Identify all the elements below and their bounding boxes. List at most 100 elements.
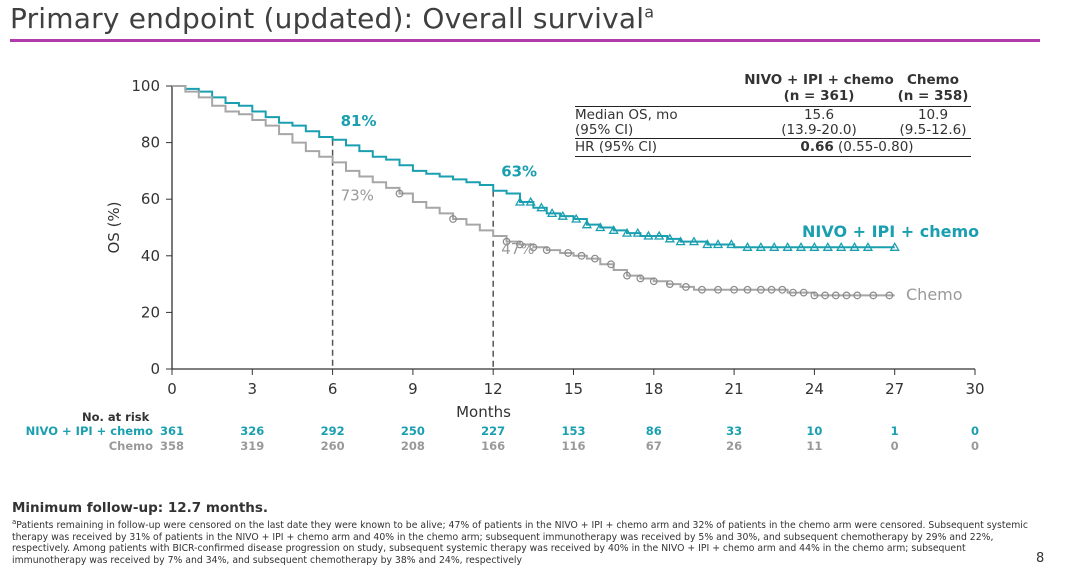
chemo-column-header: Chemo [906, 72, 960, 88]
x-tick-label: 15 [564, 380, 583, 398]
series-label-nivo: NIVO + IPI + chemo [802, 222, 979, 241]
nivo-censor-mark [595, 222, 606, 232]
chemo-censor-mark [665, 280, 674, 289]
nivo-censor-mark [608, 225, 619, 234]
km-survival-chart: 0 20 40 60 80 100 0 3 6 9 12 15 18 21 24 27 30 Months OS (… [105, 77, 985, 421]
nivo-censor-mark [862, 241, 874, 251]
nivo-censor-mark [742, 241, 753, 251]
chart-axes: 0 20 40 60 80 100 0 3 6 9 12 15 18 21 24 27 30 Months OS (… [105, 77, 985, 421]
nivo-censor-mark [769, 241, 780, 251]
chemo-censor-mark [636, 274, 645, 283]
chemo-censor-mark [449, 215, 457, 223]
reference-lines [331, 139, 494, 369]
ci-nivo: (13.9-20.0) [781, 122, 857, 138]
nivo-censor-mark [795, 241, 807, 251]
risk-value: 361 [159, 424, 184, 438]
survival-curves [172, 85, 895, 297]
chemo-censor-mark [842, 291, 851, 300]
nivo-censor-mark [632, 227, 643, 237]
nivo-censor-mark [546, 208, 558, 217]
chemo-censor-mark [714, 285, 722, 294]
chemo-censor-mark [591, 254, 599, 263]
median-os-label: Median OS, mo [575, 107, 678, 123]
chart-annotations: 81% 73% 63% 47% NIVO + IPI + chemo Chemo [341, 112, 980, 304]
x-tick-label: 9 [408, 380, 418, 398]
nivo-censor-mark [702, 239, 713, 249]
footnotes: Minimum follow-up: 12.7 months. aPatient… [12, 500, 1032, 566]
chemo-censor-mark [682, 283, 690, 291]
chemo-censor-mark [767, 285, 776, 294]
chemo-censor-mark [810, 291, 819, 300]
risk-value: 227 [481, 424, 506, 438]
risk-value: 26 [726, 439, 743, 453]
risk-value: 0 [970, 424, 979, 438]
nivo-censor-mark [643, 230, 654, 240]
x-tick-label: 0 [167, 380, 177, 398]
chemo-censor-mark [649, 277, 658, 286]
risk-value: 260 [320, 439, 345, 453]
risk-value: 326 [240, 424, 265, 438]
risk-table-title: No. at risk [82, 410, 150, 424]
x-tick-label: 18 [644, 380, 663, 398]
nivo-censor-mark [557, 210, 568, 220]
chemo-censor-mark [395, 189, 404, 198]
median-os-chemo: 10.9 [917, 107, 949, 123]
ci-chemo: (9.5-12.6) [899, 122, 967, 138]
median-os-block: Median OS, mo 15.6 10.9 (95% CI) (13.9-2… [575, 106, 971, 138]
chemo-censor-mark [831, 291, 840, 300]
x-tick-label: 30 [965, 380, 984, 398]
nivo-censor-mark [822, 241, 833, 251]
nivo-survival-curve [172, 85, 895, 249]
nivo-censor-mark [889, 241, 900, 251]
chemo-censor-mark [869, 291, 878, 300]
nivo-censor-mark [581, 219, 593, 229]
chemo-censor-mark [698, 285, 706, 294]
minimum-follow-up: Minimum follow-up: 12.7 months. [12, 500, 269, 516]
x-tick-label: 3 [248, 380, 258, 398]
chemo-n: (n = 358) [897, 88, 969, 104]
series-label-chemo: Chemo [906, 285, 963, 304]
chemo-censor-mark [607, 260, 615, 269]
chemo-survival-curve [172, 85, 895, 297]
y-tick-label: 20 [141, 303, 160, 321]
risk-value: 116 [561, 439, 586, 453]
chemo-censor-mark [853, 291, 862, 300]
nivo-censor-mark [809, 241, 820, 251]
nivo-censor-mark [688, 236, 700, 246]
risk-row-name-nivo: NIVO + IPI + chemo [25, 424, 153, 438]
nivo-censor-mark [782, 241, 793, 251]
chemo-censor-mark [799, 288, 808, 297]
page-number: 8 [1036, 551, 1045, 566]
chemo-censor-mark [756, 285, 765, 294]
risk-value: 358 [159, 439, 184, 453]
censor-marks [395, 189, 900, 300]
risk-value: 1 [890, 424, 899, 438]
y-tick-label: 0 [150, 360, 160, 378]
nivo-censor-mark [621, 227, 633, 237]
hazard-ratio-row: HR (95% CI) 0.66 (0.55-0.80) [575, 138, 971, 157]
y-tick-label: 100 [131, 77, 160, 95]
x-axis-title: Months [456, 403, 511, 421]
nivo-censor-mark [654, 230, 665, 240]
risk-value: 10 [806, 424, 823, 438]
chemo-censor-mark [743, 285, 752, 294]
risk-value: 0 [890, 439, 899, 453]
chemo-censor-mark [730, 285, 738, 294]
nivo-censor-mark [571, 213, 582, 223]
nivo-censor-mark [726, 239, 737, 249]
risk-value: 153 [561, 424, 586, 438]
risk-row-name-chemo: Chemo [108, 439, 153, 453]
risk-value: 67 [645, 439, 662, 453]
hr-label: HR (95% CI) [575, 139, 658, 155]
risk-value: 319 [240, 439, 265, 453]
hr-ci: (0.55-0.80) [838, 139, 914, 155]
footnote-body: Patients remaining in follow-up were cen… [12, 520, 1028, 566]
x-tick-label: 24 [805, 380, 824, 398]
nivo-censor-mark [664, 233, 675, 243]
chemo-censor-mark [577, 251, 586, 260]
chemo-censor-mark [778, 285, 787, 294]
chemo-censor-mark [885, 291, 894, 300]
x-tick-label: 27 [885, 380, 904, 398]
median-os-table: NIVO + IPI + chemo Chemo (n = 361) (n = … [575, 72, 971, 157]
y-tick-label: 40 [141, 247, 160, 265]
